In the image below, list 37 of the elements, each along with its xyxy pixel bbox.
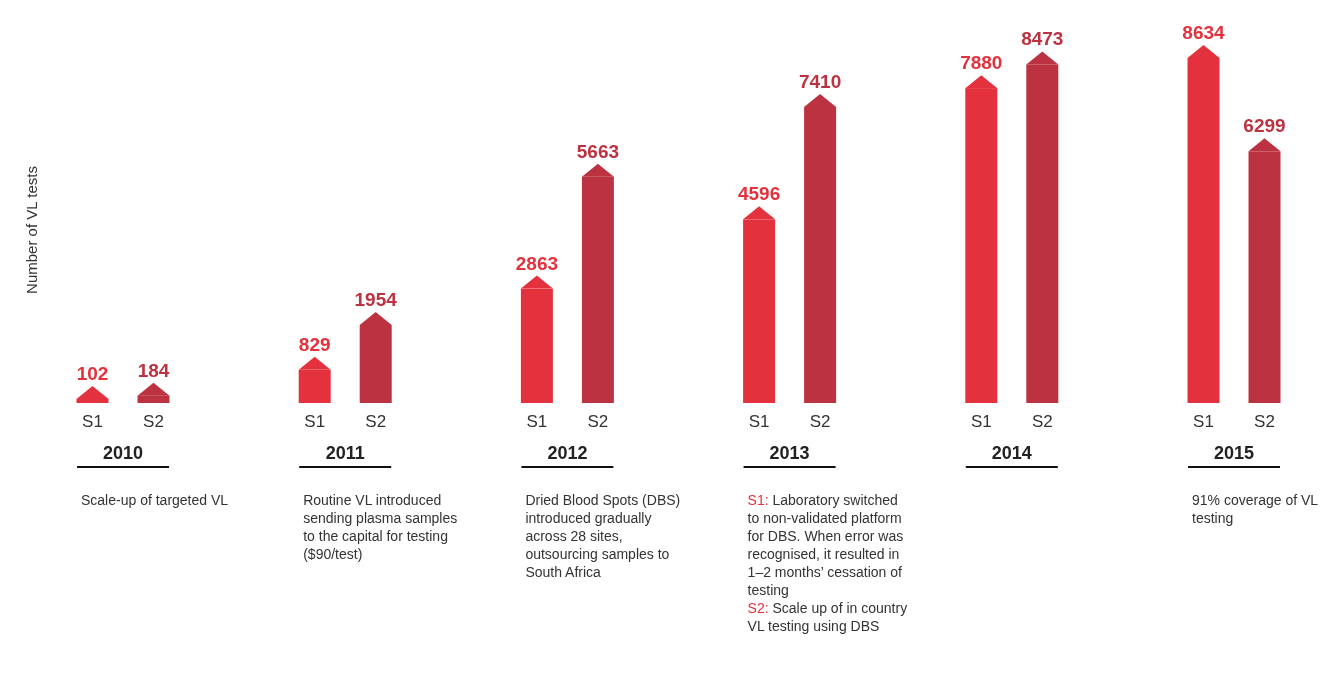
data-label: 8634 bbox=[1182, 22, 1226, 43]
text: S1 bbox=[748, 412, 770, 431]
x-tick-label: 2011 bbox=[325, 443, 365, 463]
text: Dried Blood Spots (DBS) introduced gradually across 28 sites, outsourcing samples to South Africa bbox=[525, 492, 681, 580]
data-label: 2863 bbox=[515, 252, 559, 274]
data-label: 102 bbox=[76, 362, 109, 384]
data-label: 1954 bbox=[354, 288, 398, 310]
data-label: 4596 bbox=[737, 183, 781, 205]
x-tick-label: 2014 bbox=[991, 443, 1032, 463]
data-label: 7410 bbox=[798, 70, 842, 92]
text: S2 bbox=[1031, 412, 1053, 431]
data-label: 7880 bbox=[960, 52, 1003, 74]
series-label: S2 bbox=[143, 412, 164, 431]
text: S2 bbox=[587, 412, 609, 431]
x-tick-label: 2010 bbox=[102, 443, 144, 463]
text: S1 bbox=[970, 412, 992, 431]
text: S2: Scale up of in country VL testing using DBS bbox=[747, 600, 908, 634]
data-label: 8473 bbox=[1021, 28, 1064, 50]
text: Routine VL introduced sending plasma samples to the capital for testing ($90/test) bbox=[303, 492, 458, 562]
text: S1 bbox=[1193, 412, 1214, 431]
x-tick-label: 2012 bbox=[547, 443, 588, 463]
text: Scale-up of targeted VL bbox=[81, 492, 229, 508]
text: 91% coverage of VL testing bbox=[1192, 492, 1319, 526]
x-tick-label: 2013 bbox=[769, 443, 810, 463]
text: S2 bbox=[365, 412, 387, 431]
text: S2 bbox=[1254, 412, 1275, 431]
text: S2 bbox=[809, 412, 831, 431]
y-axis-title: Number of VL tests bbox=[23, 166, 40, 294]
text: S1: Laboratory switched to non-validated platform for DBS. When error was recognised, it resulted in 1–2 months’ cessation of testing bbox=[747, 492, 904, 598]
data-label: 5663 bbox=[576, 140, 620, 162]
text: S1 bbox=[304, 412, 326, 431]
series-label: S1 bbox=[82, 412, 103, 431]
data-label: 829 bbox=[298, 333, 331, 355]
data-label: 184 bbox=[137, 359, 170, 381]
x-tick-label: 2015 bbox=[1213, 443, 1255, 463]
data-label: 6299 bbox=[1243, 115, 1286, 137]
text: S1 bbox=[526, 412, 548, 431]
